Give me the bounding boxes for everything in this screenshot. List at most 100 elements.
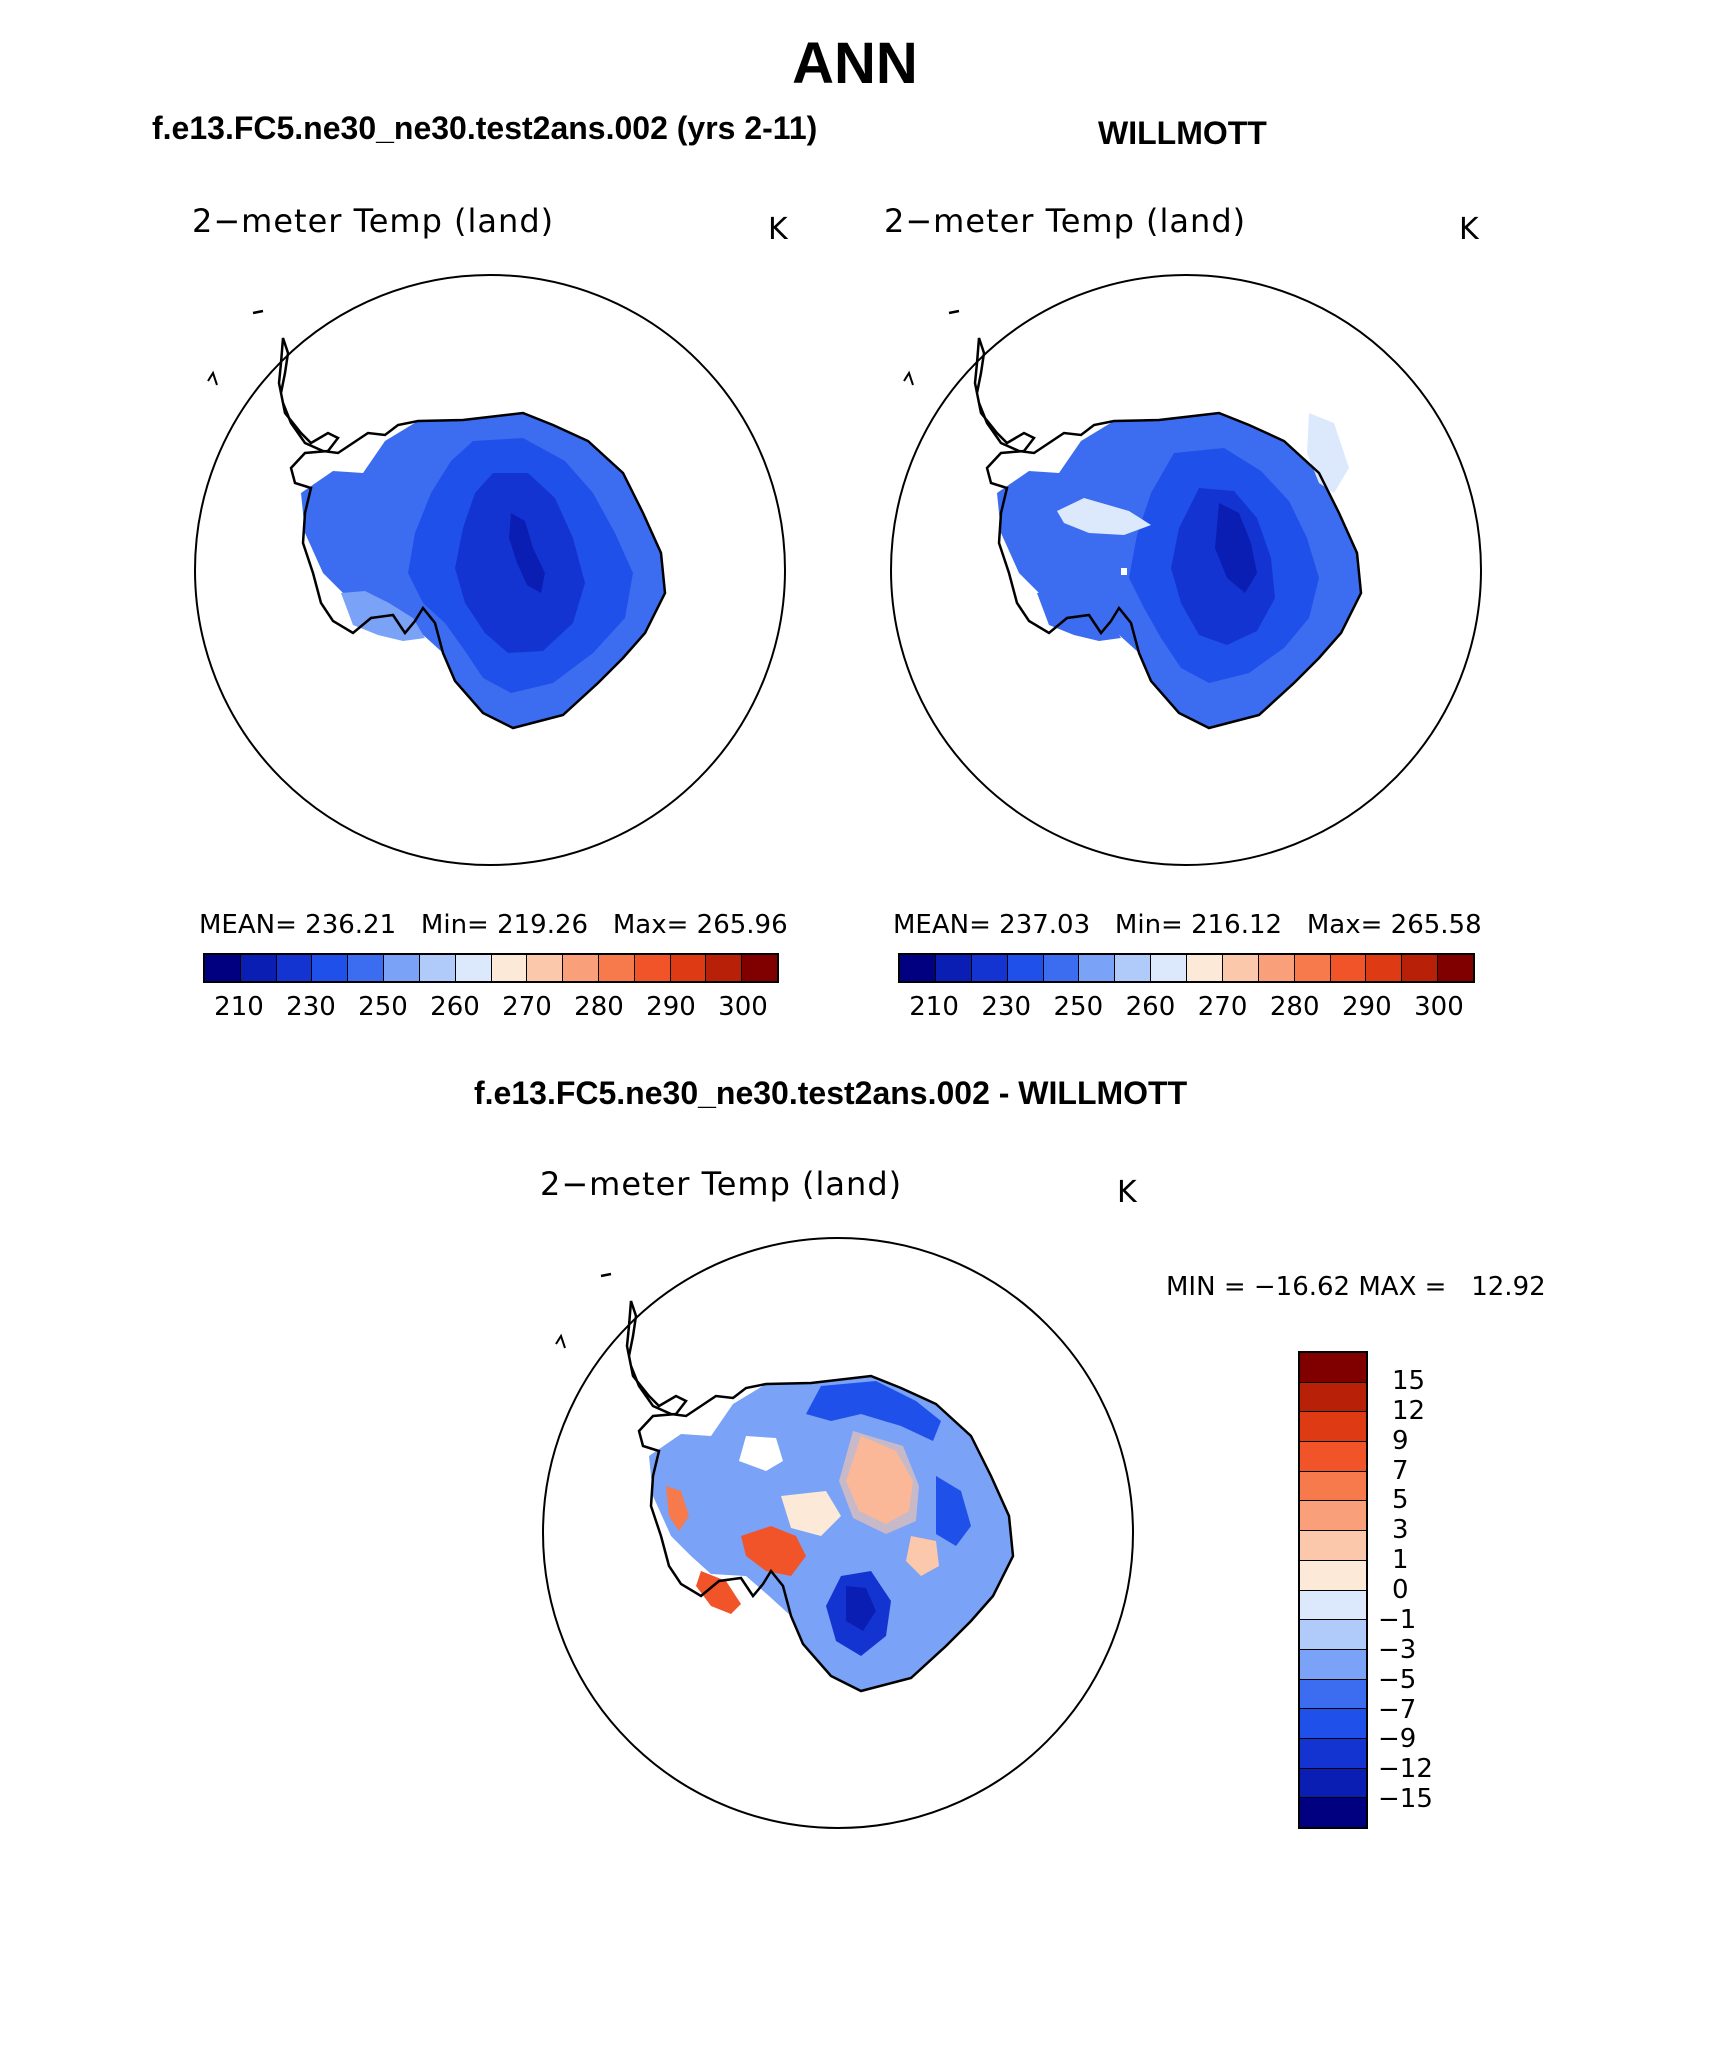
diff-colorbar-ticks: 15 12 9 7 5 3 1 0 −1 −3 −5 −7 −9 −12 −15 — [1378, 1351, 1458, 1829]
right-colorbar-cell — [1366, 955, 1403, 981]
right-colorbar-ticks: 210 230 250 260 270 280 290 300 — [898, 992, 1475, 1022]
right-colorbar-tick-label: 230 — [981, 992, 1032, 1022]
diff-colorbar-cell — [1300, 1649, 1366, 1680]
left-colorbar-tick-label: 270 — [502, 992, 552, 1022]
diff-colorbar-tick-label: −1 — [1378, 1604, 1417, 1635]
diff-case-title: f.e13.FC5.ne30_ne30.test2ans.002 - WILLM… — [474, 1075, 1188, 1111]
right-colorbar-cell — [1222, 955, 1259, 981]
left-colorbar-cell — [205, 955, 241, 981]
diff-colorbar-tick-label: −3 — [1378, 1634, 1417, 1665]
antarctica-coastline — [625, 1300, 1015, 1693]
diff-colorbar — [1298, 1351, 1368, 1829]
antarctica-coastline — [973, 337, 1363, 730]
left-colorbar — [203, 953, 779, 983]
right-polar-map — [890, 274, 1482, 866]
left-colorbar-cell — [276, 955, 313, 981]
left-case-title: f.e13.FC5.ne30_ne30.test2ans.002 (yrs 2-… — [152, 110, 818, 146]
left-plot-label: 2−meter Temp (land) — [192, 202, 555, 240]
diff-colorbar-tick-label: 15 — [1392, 1365, 1426, 1396]
right-colorbar-cell — [1079, 955, 1116, 981]
diff-colorbar-cell — [1300, 1353, 1366, 1383]
right-colorbar-tick-label: 290 — [1341, 992, 1392, 1022]
right-case-title: WILLMOTT — [1098, 115, 1267, 151]
right-colorbar-tick-label: 270 — [1197, 992, 1248, 1022]
small-island — [948, 309, 960, 315]
diff-colorbar-tick-label: 7 — [1392, 1455, 1409, 1486]
antarctica-difference-field — [649, 1376, 1013, 1691]
right-colorbar-tick-label: 280 — [1269, 992, 1320, 1022]
diff-colorbar-cell — [1300, 1560, 1366, 1591]
small-island — [600, 1272, 612, 1278]
right-colorbar-tick-label: 250 — [1053, 992, 1104, 1022]
left-colorbar-tick-label: 290 — [646, 992, 696, 1022]
diff-colorbar-tick-label: 12 — [1392, 1395, 1426, 1426]
left-colorbar-cell — [634, 955, 671, 981]
small-island — [207, 370, 218, 386]
left-colorbar-tick-label: 260 — [430, 992, 480, 1022]
left-colorbar-cell — [670, 955, 707, 981]
left-colorbar-cell — [240, 955, 277, 981]
left-colorbar-cell — [312, 955, 349, 981]
diff-colorbar-tick-label: −12 — [1378, 1754, 1433, 1785]
left-stats: MEAN= 236.21 Min= 219.26 Max= 265.96 — [199, 910, 788, 940]
left-colorbar-cell — [419, 955, 456, 981]
diff-minmax: MIN = −16.62 MAX = 12.92 — [1166, 1272, 1546, 1302]
left-colorbar-tick-label: 230 — [286, 992, 336, 1022]
right-colorbar-cell — [1294, 955, 1331, 981]
diff-plot-label: 2−meter Temp (land) — [540, 1165, 903, 1203]
diff-polar-map — [542, 1237, 1134, 1829]
right-colorbar-cell — [1438, 955, 1473, 981]
main-title: ANN — [792, 31, 918, 96]
right-colorbar-tick-label: 210 — [909, 992, 959, 1022]
left-colorbar-cell — [742, 955, 777, 981]
left-unit-label: K — [768, 212, 788, 247]
diff-colorbar-cell — [1300, 1442, 1366, 1472]
right-colorbar-tick-label: 260 — [1125, 992, 1176, 1022]
antarctica-coastline — [277, 337, 667, 730]
diff-colorbar-tick-label: 9 — [1392, 1425, 1409, 1456]
left-polar-map — [194, 274, 786, 866]
left-colorbar-cell — [598, 955, 635, 981]
small-island — [555, 1333, 566, 1349]
left-colorbar-cell — [348, 955, 385, 981]
left-colorbar-cell — [491, 955, 528, 981]
diff-colorbar-tick-label: 3 — [1392, 1515, 1409, 1546]
diff-colorbar-cell — [1300, 1590, 1366, 1621]
diff-colorbar-cell — [1300, 1412, 1366, 1443]
right-colorbar-cell — [1330, 955, 1367, 981]
left-colorbar-cell — [527, 955, 564, 981]
diff-colorbar-tick-label: −15 — [1378, 1784, 1433, 1815]
left-colorbar-tick-label: 280 — [574, 992, 624, 1022]
diff-colorbar-cell — [1300, 1531, 1366, 1561]
left-colorbar-tick-label: 210 — [214, 992, 264, 1022]
right-colorbar-cell — [1402, 955, 1439, 981]
right-stats: MEAN= 237.03 Min= 216.12 Max= 265.58 — [893, 910, 1482, 940]
diff-unit-label: K — [1117, 1175, 1137, 1210]
right-colorbar-cell — [900, 955, 936, 981]
diff-colorbar-cell — [1300, 1798, 1366, 1827]
antarctica-temperature-field — [997, 413, 1361, 728]
left-colorbar-tick-label: 250 — [358, 992, 408, 1022]
right-colorbar-cell — [1151, 955, 1187, 981]
diff-colorbar-cell — [1300, 1382, 1366, 1413]
diff-colorbar-cell — [1300, 1709, 1366, 1739]
right-colorbar-cell — [1007, 955, 1044, 981]
diff-colorbar-cell — [1300, 1738, 1366, 1769]
right-colorbar-cell — [1115, 955, 1152, 981]
right-unit-label: K — [1459, 212, 1479, 247]
right-colorbar-cell — [971, 955, 1008, 981]
right-colorbar-cell — [1043, 955, 1080, 981]
diff-colorbar-cell — [1300, 1679, 1366, 1710]
diff-colorbar-cell — [1300, 1620, 1366, 1650]
left-colorbar-cell — [706, 955, 743, 981]
diff-colorbar-tick-label: −5 — [1378, 1664, 1417, 1695]
right-plot-label: 2−meter Temp (land) — [884, 202, 1247, 240]
antarctica-temperature-field — [301, 413, 665, 728]
left-colorbar-cell — [563, 955, 599, 981]
diff-colorbar-cell — [1300, 1501, 1366, 1532]
left-colorbar-ticks: 210 230 250 260 270 280 290 300 — [203, 992, 779, 1022]
small-island — [903, 370, 914, 386]
right-colorbar-cell — [1258, 955, 1295, 981]
left-colorbar-cell — [384, 955, 420, 981]
right-colorbar — [898, 953, 1475, 983]
